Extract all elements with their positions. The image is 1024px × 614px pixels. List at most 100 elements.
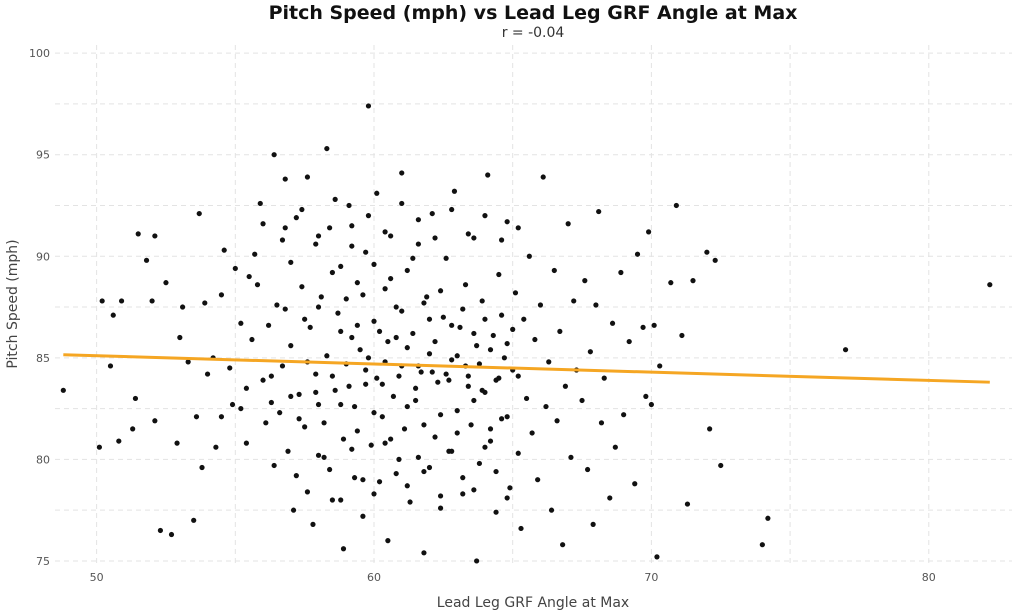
data-point	[460, 491, 466, 497]
data-point	[191, 517, 197, 523]
data-point	[130, 426, 136, 432]
data-point	[324, 145, 330, 152]
data-point	[288, 393, 294, 400]
data-point	[340, 546, 347, 552]
data-point	[299, 284, 305, 290]
data-point	[512, 290, 519, 296]
data-point	[426, 316, 433, 322]
data-point	[360, 292, 366, 298]
data-point	[621, 412, 627, 418]
data-point	[238, 405, 244, 412]
data-point	[421, 300, 427, 306]
data-point	[363, 367, 369, 373]
data-point	[307, 324, 313, 330]
data-point	[329, 497, 335, 503]
data-point	[401, 426, 408, 432]
data-point	[413, 397, 419, 404]
data-point	[365, 355, 372, 361]
data-point	[396, 456, 402, 462]
data-point	[443, 255, 449, 261]
data-point	[246, 273, 252, 280]
data-point	[288, 259, 294, 265]
y-tick-label: 75	[36, 555, 50, 568]
data-point	[490, 332, 496, 339]
data-point	[335, 310, 341, 316]
data-point	[487, 426, 494, 432]
data-point	[432, 338, 438, 345]
data-point	[468, 422, 474, 428]
data-point	[471, 235, 477, 241]
data-point	[482, 213, 488, 219]
data-point	[351, 403, 358, 410]
data-point	[504, 340, 510, 347]
data-point	[277, 410, 283, 416]
data-point	[174, 440, 180, 446]
data-point	[238, 320, 244, 326]
data-point	[177, 334, 183, 341]
data-point	[107, 363, 114, 369]
data-point	[332, 196, 338, 202]
data-point	[493, 468, 499, 475]
data-point	[388, 275, 394, 282]
data-point	[404, 345, 410, 351]
data-point	[499, 312, 505, 318]
data-point	[634, 251, 641, 257]
data-point	[499, 416, 505, 422]
chart-subtitle: r = -0.04	[502, 25, 565, 41]
data-point	[393, 304, 399, 310]
data-point	[596, 208, 602, 215]
data-point	[504, 414, 510, 420]
data-point	[282, 225, 288, 231]
data-points	[60, 103, 993, 564]
data-point	[338, 497, 344, 503]
data-point	[163, 280, 169, 286]
data-point	[571, 298, 577, 304]
data-point	[518, 525, 524, 532]
data-point	[557, 328, 563, 335]
data-point	[523, 395, 530, 402]
data-point	[315, 452, 322, 458]
data-point	[712, 257, 718, 263]
data-point	[449, 322, 455, 328]
data-point	[582, 278, 588, 284]
data-point	[515, 450, 521, 456]
data-point	[399, 200, 405, 207]
data-point	[421, 422, 427, 428]
data-point	[315, 233, 322, 239]
data-point	[424, 294, 430, 300]
data-point	[385, 338, 391, 345]
data-point	[546, 359, 552, 365]
data-point	[465, 383, 471, 389]
data-point	[454, 408, 460, 414]
data-point	[426, 351, 433, 357]
data-point	[393, 470, 399, 477]
data-point	[432, 235, 438, 241]
data-point	[290, 507, 297, 513]
data-point	[399, 170, 405, 176]
data-point	[487, 347, 494, 353]
data-point	[548, 507, 555, 513]
y-tick-label: 85	[36, 352, 50, 365]
data-point	[479, 298, 485, 304]
data-point	[202, 300, 208, 306]
chart-title: Pitch Speed (mph) vs Lead Leg GRF Angle …	[269, 2, 798, 24]
data-point	[432, 434, 438, 440]
data-point	[451, 188, 458, 194]
data-point	[327, 466, 333, 473]
data-point	[204, 371, 211, 377]
x-tick-label: 80	[922, 571, 936, 584]
data-point	[415, 454, 421, 460]
data-point	[213, 444, 219, 450]
data-point	[446, 377, 452, 383]
data-point	[449, 206, 455, 213]
y-tick-labels: 75 80 85 90 95 100	[29, 47, 50, 568]
data-point	[718, 462, 724, 469]
data-point	[759, 542, 765, 548]
x-tick-label: 70	[644, 571, 658, 584]
data-point	[315, 304, 322, 310]
data-point	[643, 393, 649, 400]
data-point	[437, 412, 444, 418]
data-point	[487, 438, 494, 444]
data-point	[293, 473, 299, 479]
